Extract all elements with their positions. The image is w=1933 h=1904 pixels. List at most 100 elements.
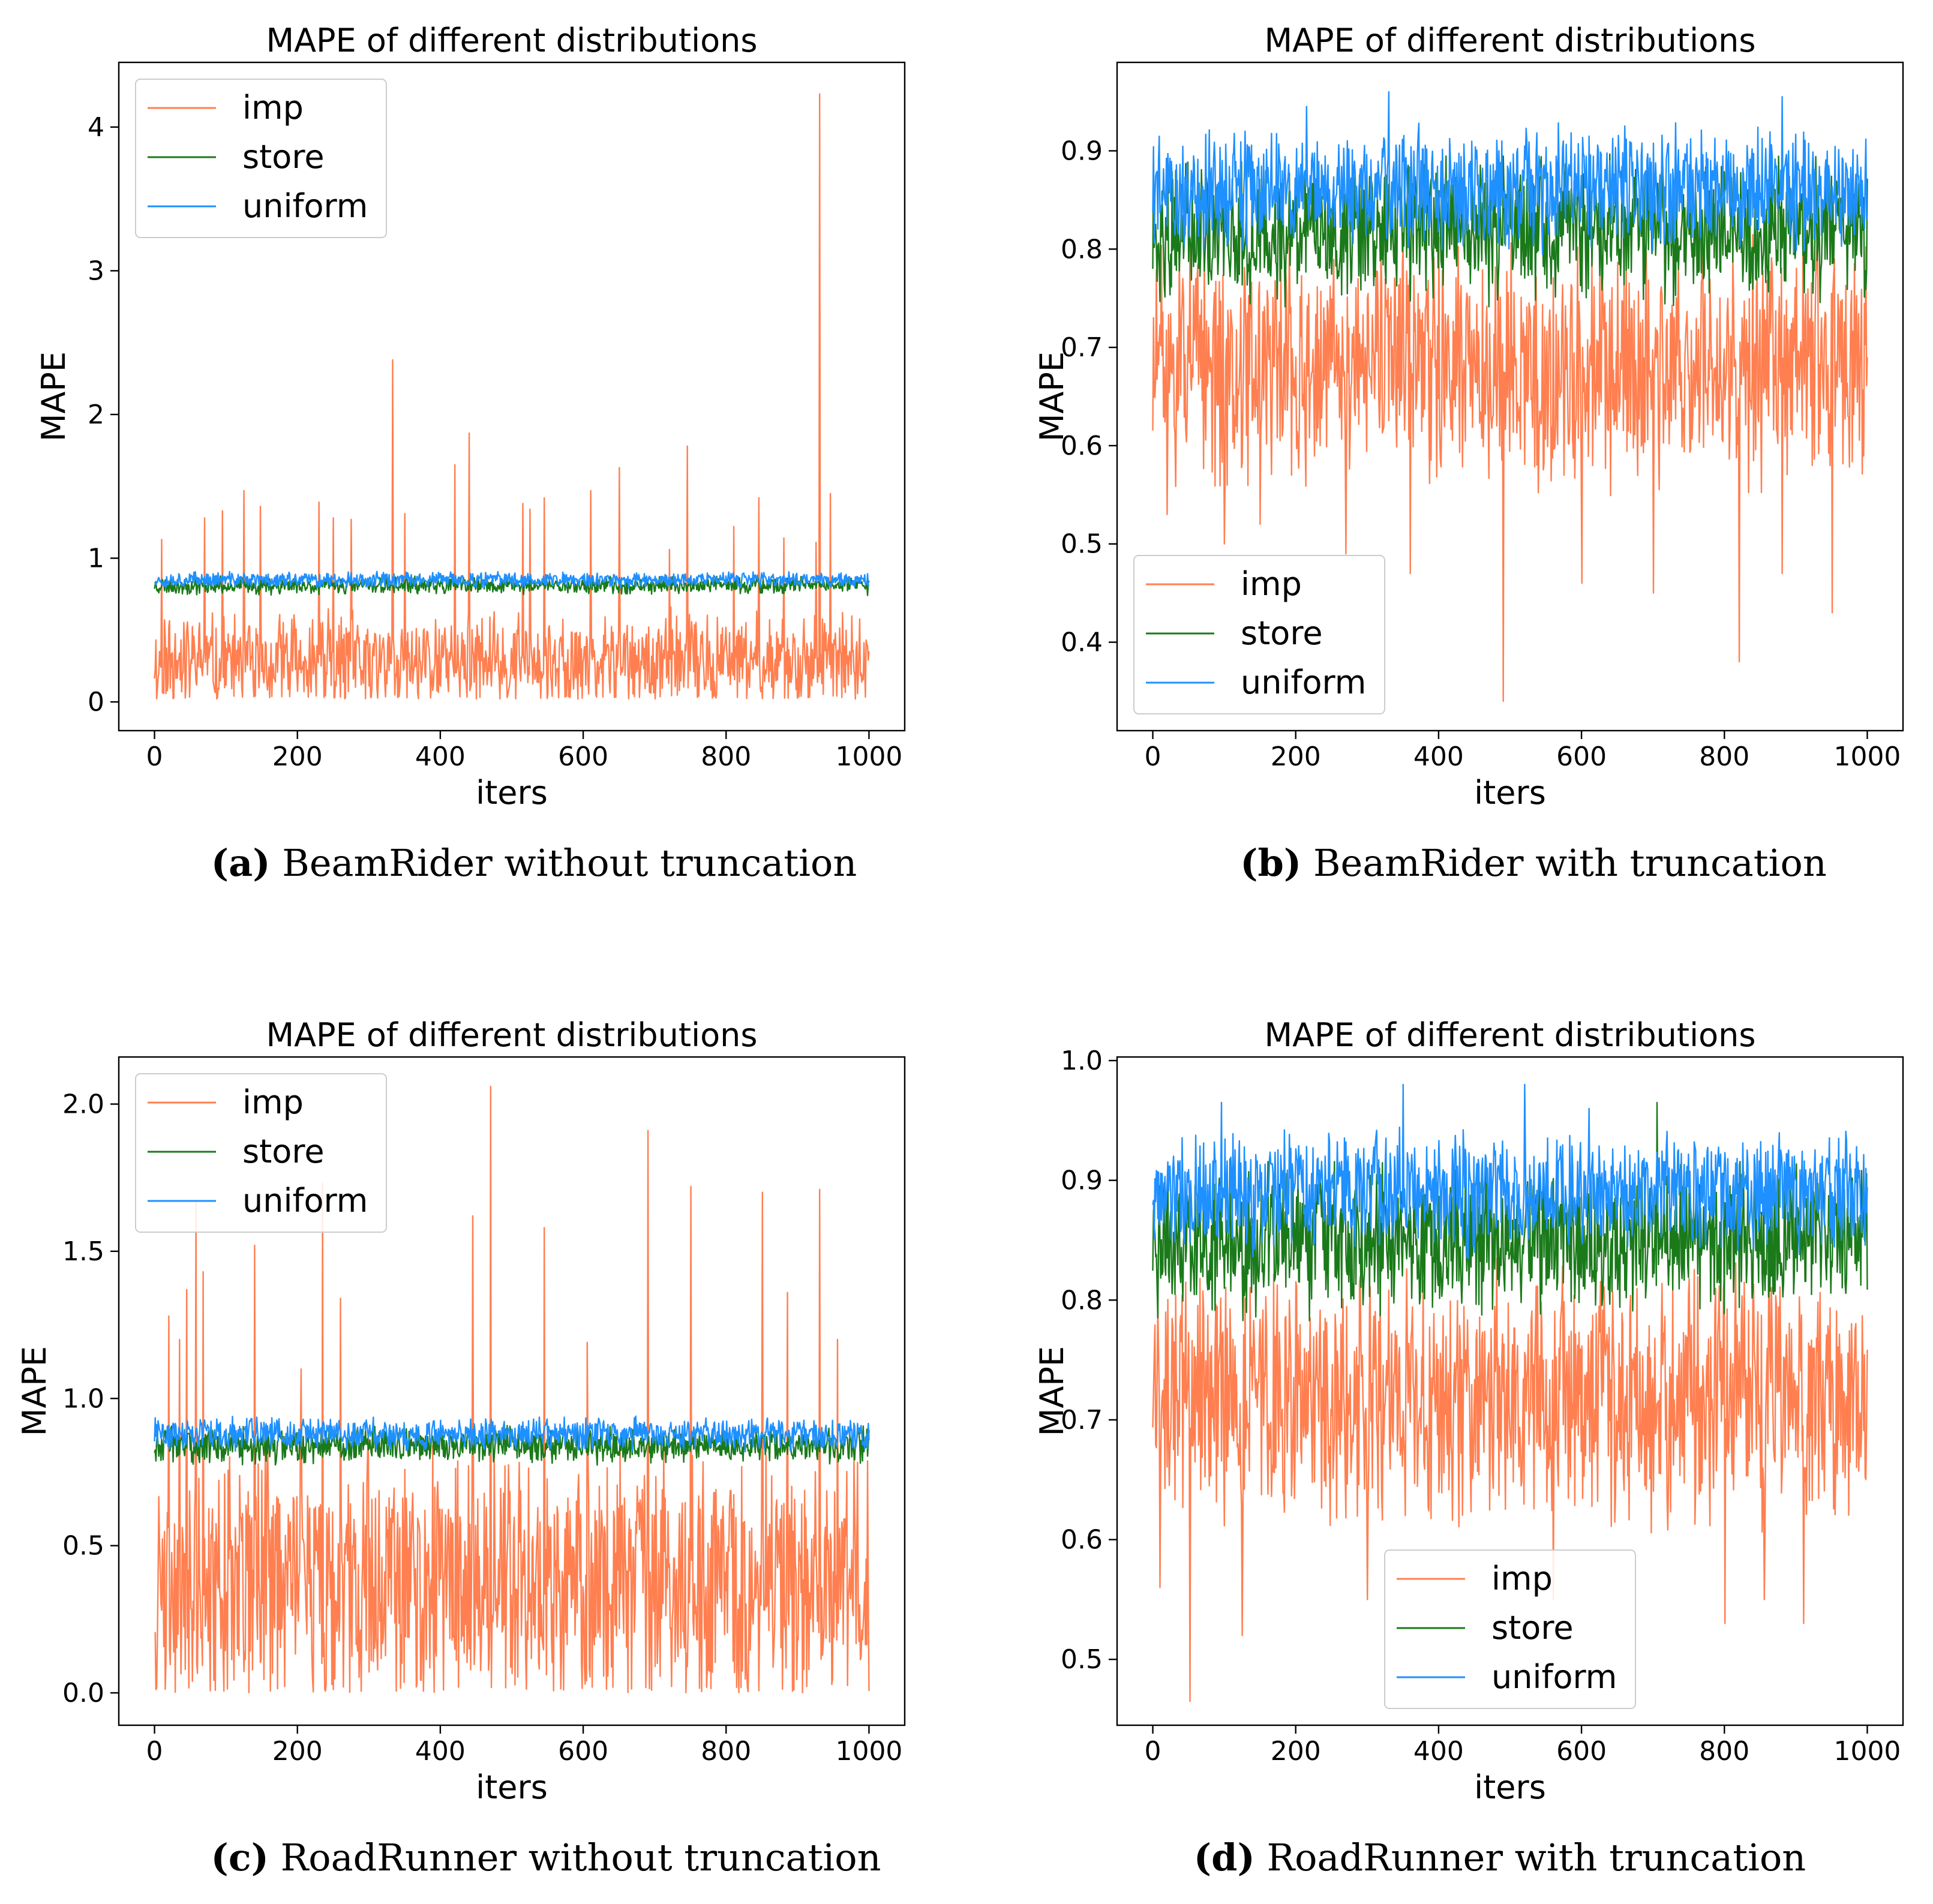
x-tick-label: 800 — [1699, 741, 1749, 772]
subcaption-text: BeamRider with truncation — [1301, 841, 1827, 885]
x-axis-label: iters — [1474, 774, 1546, 812]
x-tick-label: 1000 — [835, 1736, 902, 1767]
subcaption: (b) BeamRider with truncation — [1240, 841, 1827, 885]
series-line-uniform — [1152, 91, 1868, 255]
chart-title: MAPE of different distributions — [266, 22, 758, 59]
y-tick-label: 4 — [88, 112, 104, 143]
y-tick-label: 0.9 — [1061, 1166, 1103, 1196]
series-line-imp — [154, 93, 870, 700]
x-tick-label: 0 — [1145, 741, 1161, 772]
y-tick-label: 1.0 — [1061, 1046, 1103, 1076]
x-tick-label: 400 — [1413, 741, 1464, 772]
chart-panel-4: 0 200 400 600 800 1000 0.5 0.6 0.7 0.8 0.9 1.0 MAPE … — [1033, 1016, 1904, 1879]
subcaption-text: RoadRunner with truncation — [1255, 1836, 1806, 1879]
series-line-imp — [154, 1085, 870, 1693]
x-tick-label: 1000 — [835, 741, 902, 772]
y-tick-label: 1.0 — [62, 1383, 104, 1414]
y-tick-label: 0.8 — [1061, 234, 1103, 265]
legend-label-imp: imp — [1491, 1560, 1553, 1597]
axes-frame — [1116, 1056, 1904, 1726]
y-axis-label: MAPE — [1033, 1346, 1071, 1436]
x-tick-label: 200 — [1271, 741, 1321, 772]
x-tick-label: 800 — [701, 741, 751, 772]
legend: imp store uniform — [1384, 1549, 1636, 1709]
y-tick-label: 0.5 — [62, 1531, 104, 1561]
y-tick-label: 0.0 — [62, 1678, 104, 1708]
series-line-uniform — [154, 570, 870, 589]
legend: imp store uniform — [135, 1073, 387, 1233]
subcaption-letter: (c) — [211, 1836, 268, 1879]
subcaption-letter: (a) — [211, 841, 271, 885]
x-tick-label: 600 — [1556, 741, 1607, 772]
x-tick-label: 600 — [558, 741, 608, 772]
chart-panel-1: 0 200 400 600 800 1000 0 1 2 3 4 MAPE of different … — [35, 22, 906, 885]
y-tick-label: 0.9 — [1061, 136, 1103, 166]
y-tick-label: 3 — [88, 256, 104, 286]
series-line-imp — [1152, 233, 1868, 702]
subcaption: (d) RoadRunner with truncation — [1194, 1836, 1806, 1879]
y-tick-label: 0.5 — [1061, 1644, 1103, 1675]
series-line-uniform — [154, 1415, 870, 1453]
x-tick-label: 200 — [272, 741, 323, 772]
y-axis-label: MAPE — [16, 1346, 53, 1436]
x-tick-label: 0 — [146, 1736, 163, 1767]
legend-label-uniform: uniform — [1491, 1658, 1617, 1696]
legend-box — [135, 1073, 387, 1233]
series-line-imp — [1152, 1257, 1868, 1702]
legend-label-imp: imp — [1241, 565, 1302, 603]
axes-frame — [118, 61, 906, 732]
subcaption: (c) RoadRunner without truncation — [211, 1836, 881, 1879]
plot-area — [1152, 1083, 1868, 1702]
y-tick-label: 0.8 — [1061, 1285, 1103, 1316]
x-axis-label: iters — [476, 1768, 548, 1806]
y-tick-label: 2.0 — [62, 1089, 104, 1120]
y-axis-label: MAPE — [1033, 352, 1071, 442]
y-tick-label: 0.5 — [1061, 529, 1103, 560]
y-tick-label: 0.7 — [1061, 332, 1103, 363]
x-tick-label: 800 — [701, 1736, 751, 1767]
y-tick-label: 0 — [88, 687, 104, 717]
legend: imp store uniform — [135, 79, 387, 238]
x-tick-label: 400 — [415, 1736, 466, 1767]
legend-box — [1133, 555, 1385, 714]
y-axis-label: MAPE — [35, 352, 73, 442]
chart-title: MAPE of different distributions — [1265, 22, 1756, 59]
x-tick-label: 0 — [1145, 1736, 1161, 1767]
x-tick-label: 800 — [1699, 1736, 1749, 1767]
legend-box — [135, 79, 387, 238]
legend-label-imp: imp — [242, 1083, 304, 1121]
axes-frame — [1116, 61, 1904, 732]
x-tick-label: 400 — [1413, 1736, 1464, 1767]
x-tick-label: 400 — [415, 741, 466, 772]
subcaption-text: RoadRunner without truncation — [269, 1836, 881, 1879]
axes-frame — [118, 1056, 906, 1726]
legend-label-store: store — [242, 1133, 325, 1170]
plot-area — [1152, 91, 1868, 702]
chart-title: MAPE of different distributions — [1265, 1016, 1756, 1054]
x-tick-label: 0 — [146, 741, 163, 772]
legend-label-uniform: uniform — [242, 187, 368, 225]
plot-area — [154, 1085, 870, 1693]
chart-panel-2: 0 200 400 600 800 1000 0.4 0.5 0.6 0.7 0.8 0.9 MAPE … — [1033, 22, 1904, 885]
chart-title: MAPE of different distributions — [266, 1016, 758, 1054]
subcaption-letter: (b) — [1240, 841, 1301, 885]
x-axis-label: iters — [476, 774, 548, 812]
legend-label-uniform: uniform — [242, 1182, 368, 1220]
x-axis-label: iters — [1474, 1768, 1546, 1806]
series-line-store — [154, 575, 870, 596]
legend-label-store: store — [1241, 614, 1323, 652]
y-tick-label: 0.4 — [1061, 627, 1103, 658]
x-tick-label: 1000 — [1833, 1736, 1901, 1767]
y-tick-label: 1 — [88, 543, 104, 574]
subcaption-text: BeamRider without truncation — [271, 841, 857, 885]
legend-label-uniform: uniform — [1241, 663, 1366, 701]
legend-label-store: store — [1491, 1609, 1574, 1647]
subcaption: (a) BeamRider without truncation — [211, 841, 857, 885]
legend-label-imp: imp — [242, 89, 304, 127]
subcaption-letter: (d) — [1194, 1836, 1255, 1879]
y-tick-label: 2 — [88, 400, 104, 430]
x-tick-label: 600 — [558, 1736, 608, 1767]
y-tick-label: 0.6 — [1061, 431, 1103, 461]
x-tick-label: 200 — [272, 1736, 323, 1767]
